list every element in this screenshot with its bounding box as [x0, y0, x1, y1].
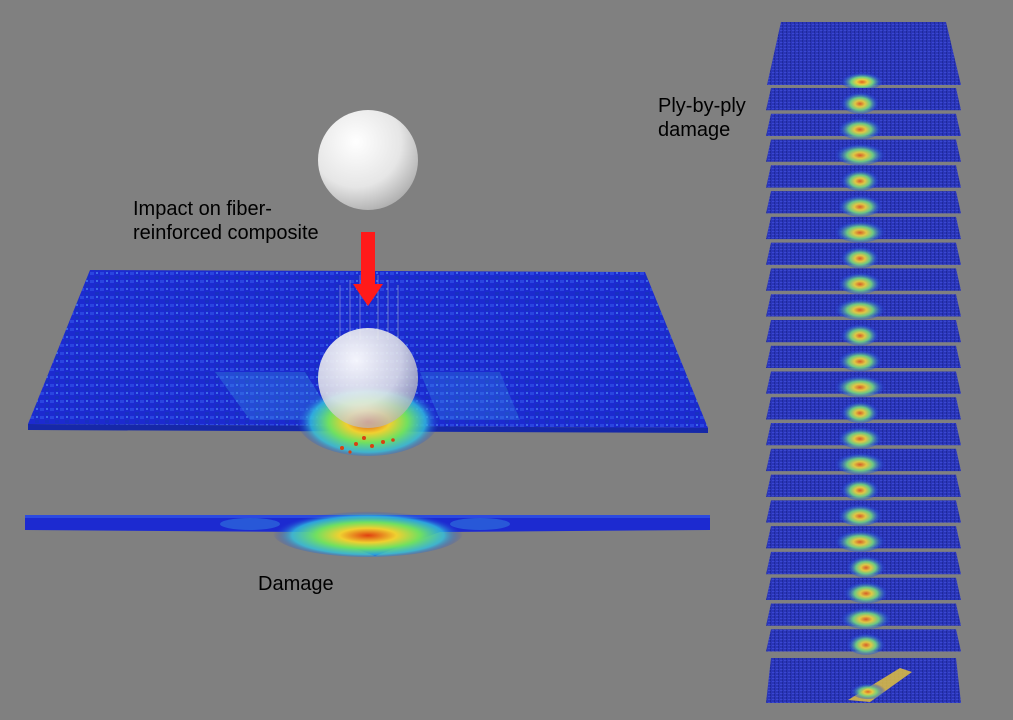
- impactor-sphere-top: [318, 110, 418, 210]
- ply-8-damage: [840, 244, 880, 269]
- ply-18-damage: [837, 501, 883, 526]
- ply-1-damage: [840, 70, 884, 90]
- ply-3-damage: [837, 115, 883, 139]
- ply-13-damage: [834, 373, 886, 398]
- side-view-plate: [25, 509, 710, 557]
- ply-16-damage: [834, 450, 886, 475]
- ply-label-line2: damage: [658, 118, 778, 142]
- ply-by-ply-label: Ply-by-ply damage: [658, 94, 778, 142]
- ply-20-damage: [846, 553, 886, 578]
- ply-2-damage: [840, 89, 880, 114]
- ply-9-damage: [837, 270, 883, 295]
- impact-label-line2: reinforced composite: [133, 221, 373, 245]
- ply-14-damage: [840, 398, 880, 423]
- ply-6-damage: [837, 192, 883, 217]
- ply-24-damage-core: [850, 681, 886, 699]
- ply-11-damage: [840, 321, 880, 346]
- ply-4-damage: [834, 141, 886, 166]
- ply-23-damage: [846, 630, 886, 655]
- impact-label: Impact on fiber- reinforced composite: [133, 197, 373, 245]
- ply-7-damage: [834, 218, 886, 243]
- ply-15-damage: [837, 424, 883, 449]
- ply-5-damage: [840, 166, 880, 191]
- ply-21-damage: [843, 579, 889, 604]
- impact-label-line1: Impact on fiber-: [133, 197, 373, 221]
- damage-label: Damage: [258, 572, 334, 596]
- impactor-sphere-contact: [318, 328, 418, 428]
- ply-17-damage: [840, 476, 880, 501]
- ply-10-damage: [834, 295, 886, 320]
- ply-12-damage: [837, 347, 883, 372]
- ply-19-damage: [834, 527, 886, 552]
- ply-label-line1: Ply-by-ply: [658, 94, 778, 118]
- ply-stack: [766, 22, 961, 703]
- ply-22-damage: [840, 605, 892, 630]
